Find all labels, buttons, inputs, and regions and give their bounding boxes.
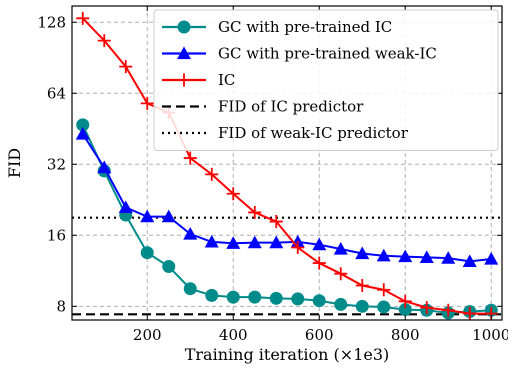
- triangle-data-point: [183, 227, 198, 240]
- circle-data-point: [291, 292, 305, 306]
- circle-data-point: [140, 246, 154, 260]
- triangle-data-point: [462, 254, 477, 268]
- legend-entry: FID of IC predictor: [162, 98, 364, 116]
- plus-data-point: [183, 151, 197, 165]
- plus-data-point: [441, 303, 455, 317]
- plus-data-point: [205, 167, 219, 181]
- triangle-data-point: [441, 251, 456, 264]
- y-axis-label: FID: [5, 148, 24, 178]
- plot-frame: [71, 5, 503, 321]
- triangle-data-point: [247, 235, 262, 249]
- plus-data-point: [226, 187, 240, 201]
- plus-data-point: [140, 96, 154, 110]
- circle-data-point: [205, 288, 219, 302]
- triangle-data-point: [75, 127, 90, 140]
- plus-data-point: [312, 256, 326, 270]
- circle-data-point: [312, 294, 326, 308]
- circle-data-point: [162, 259, 176, 273]
- legend-entry: FID of weak-IC predictor: [162, 124, 409, 142]
- y-tick-label: 64: [47, 84, 66, 102]
- legend-label: GC with pre-trained IC: [218, 18, 392, 36]
- legend-label: IC: [218, 71, 235, 89]
- plus-data-point: [248, 205, 262, 219]
- series-2: [75, 127, 499, 268]
- triangle-data-point: [226, 236, 241, 249]
- triangle-data-point: [398, 249, 413, 263]
- triangle-data-point: [484, 251, 499, 265]
- triangle-data-point: [355, 246, 370, 260]
- circle-data-point: [355, 299, 369, 313]
- x-axis-label: Training iteration (×1e3): [185, 345, 390, 364]
- circle-data-point: [334, 297, 348, 311]
- circle-data-point: [248, 290, 262, 304]
- triangle-data-point: [269, 235, 284, 249]
- triangle-data-point: [177, 46, 191, 60]
- plus-data-point: [463, 307, 477, 321]
- circle-data-point: [226, 290, 240, 304]
- triangle-data-point: [312, 237, 327, 251]
- plus-data-point: [377, 283, 391, 297]
- series-group: [75, 11, 499, 321]
- y-tick-label: 16: [47, 226, 66, 244]
- triangle-data-point: [118, 200, 133, 214]
- triangle-data-point: [204, 234, 219, 248]
- x-tick-label: 1000: [472, 326, 508, 344]
- legend-entry: GC with pre-trained IC: [162, 18, 392, 36]
- x-tick-label: 800: [391, 326, 420, 344]
- series-line: [81, 133, 492, 263]
- circle-data-point: [377, 300, 391, 314]
- triangle-data-point: [376, 248, 391, 262]
- plus-data-point: [177, 73, 191, 87]
- y-tick-label: 8: [56, 297, 66, 315]
- legend-entry: IC: [162, 71, 235, 89]
- plus-data-point: [269, 215, 283, 229]
- circle-data-point: [398, 303, 412, 317]
- plus-data-point: [398, 294, 412, 308]
- triangle-data-point: [161, 209, 176, 223]
- x-tick-label: 400: [219, 326, 248, 344]
- x-tick-label: 600: [305, 326, 334, 344]
- circle-data-point: [269, 291, 283, 305]
- plus-data-point: [420, 301, 434, 315]
- legend-label: FID of weak-IC predictor: [218, 124, 409, 142]
- y-tick-label: 128: [37, 13, 66, 31]
- plus-data-point: [355, 279, 369, 293]
- legend-label: FID of IC predictor: [218, 98, 364, 116]
- axis-ticks: 200 400 600 800 1000 8 16 32 64 128: [37, 6, 508, 344]
- circle-data-point: [177, 20, 191, 34]
- plus-data-point: [291, 241, 305, 255]
- triangle-data-point: [97, 160, 112, 174]
- plus-data-point: [334, 267, 348, 281]
- legend-box: [153, 9, 499, 151]
- plus-data-point: [76, 11, 90, 25]
- x-tick-label: 200: [133, 326, 162, 344]
- triangle-data-point: [333, 241, 348, 255]
- plus-data-point: [97, 34, 111, 48]
- circle-data-point: [76, 118, 90, 132]
- y-tick-label: 32: [47, 155, 66, 173]
- series-line: [82, 17, 492, 315]
- circle-data-point: [183, 282, 197, 296]
- legend-entry: GC with pre-trained weak-IC: [162, 45, 437, 63]
- legend: GC with pre-trained IC GC with pre-traine…: [153, 9, 499, 151]
- triangle-data-point: [419, 250, 434, 263]
- legend-label: GC with pre-trained weak-IC: [218, 45, 437, 63]
- plus-data-point: [119, 60, 133, 74]
- triangle-data-point: [140, 209, 155, 223]
